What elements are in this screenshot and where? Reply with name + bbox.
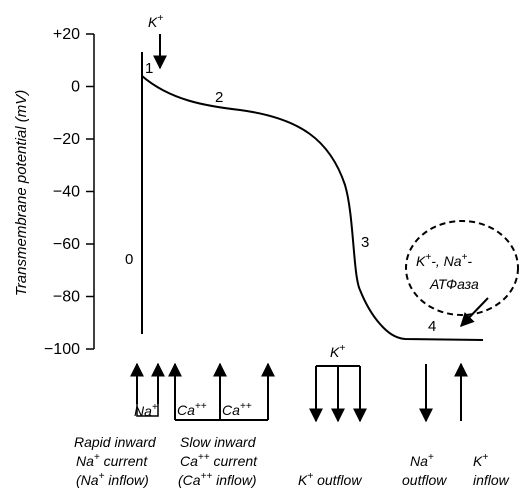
potassium-top-label: K+ — [148, 13, 163, 30]
y-tick-label: −20 — [53, 131, 80, 148]
sodium-box-label: Na+ — [134, 402, 158, 419]
y-tick-label: 0 — [71, 79, 80, 96]
calcium-inflow-arrows: Ca++ Ca++ — [168, 362, 275, 421]
y-axis-ticks: +20 0 −20 −40 −60 −80 −100 — [44, 26, 94, 358]
phase-label-0: 0 — [125, 251, 133, 268]
y-tick-label: −100 — [44, 341, 80, 358]
caption-rapid-line-2: Na+ current — [76, 452, 148, 469]
caption-potassium-inflow-line-2: inflow — [473, 472, 510, 488]
caption-rapid-inward: Rapid inward Na+ current (Na+ inflow) — [74, 434, 157, 488]
potassium-top-marker: K+ — [148, 13, 167, 70]
caption-sodium-outflow-line-1: Na+ — [410, 452, 434, 469]
phase-label-2: 2 — [215, 89, 223, 106]
phase-label-3: 3 — [361, 234, 369, 251]
calcium-box-label-1: Ca++ — [177, 401, 207, 418]
potassium-outflow-arrows: K+ — [309, 343, 367, 423]
y-tick-label: −80 — [53, 289, 80, 306]
caption-potassium-inflow: K+ inflow — [473, 452, 510, 488]
caption-slow-line-2: Ca++ current — [180, 452, 258, 469]
atpase-line-2: АТФаза — [429, 276, 479, 292]
caption-slow-line-1: Slow inward — [180, 434, 257, 450]
y-tick-label: −40 — [53, 184, 80, 201]
atpase-bubble: K+-, Na+- АТФаза — [405, 220, 519, 328]
atpase-pointer-arrow-icon — [460, 297, 489, 328]
caption-potassium-inflow-line-1: K+ — [473, 452, 488, 469]
caption-rapid-line-1: Rapid inward — [74, 434, 157, 450]
potassium-outflow-top-label: K+ — [330, 343, 345, 360]
phase-label-1: 1 — [145, 60, 153, 77]
caption-slow-line-3: (Ca++ inflow) — [178, 471, 257, 488]
y-axis-label: Transmembrane potential (mV) — [13, 90, 30, 296]
action-potential-curve — [141, 52, 484, 341]
repolarization-curve — [141, 75, 484, 341]
y-tick-label: −60 — [53, 236, 80, 253]
phase-label-4: 4 — [428, 318, 436, 335]
y-axis: +20 0 −20 −40 −60 −80 −100 Transmembrane poten… — [13, 26, 95, 358]
caption-slow-inward: Slow inward Ca++ current (Ca++ inflow) — [178, 434, 258, 488]
caption-sodium-outflow: Na+ outflow — [402, 452, 447, 488]
sodium-bracket — [136, 404, 159, 417]
calcium-box-label-2: Ca++ — [222, 401, 252, 418]
caption-potassium-outflow: K+ outflow — [298, 471, 362, 488]
atpase-line-1: K+-, Na+- — [416, 252, 472, 269]
sodium-inflow-arrows: Na+ — [130, 362, 165, 419]
y-tick-label: +20 — [53, 26, 80, 43]
caption-rapid-line-3: (Na+ inflow) — [76, 471, 149, 488]
caption-sodium-outflow-line-2: outflow — [402, 472, 447, 488]
